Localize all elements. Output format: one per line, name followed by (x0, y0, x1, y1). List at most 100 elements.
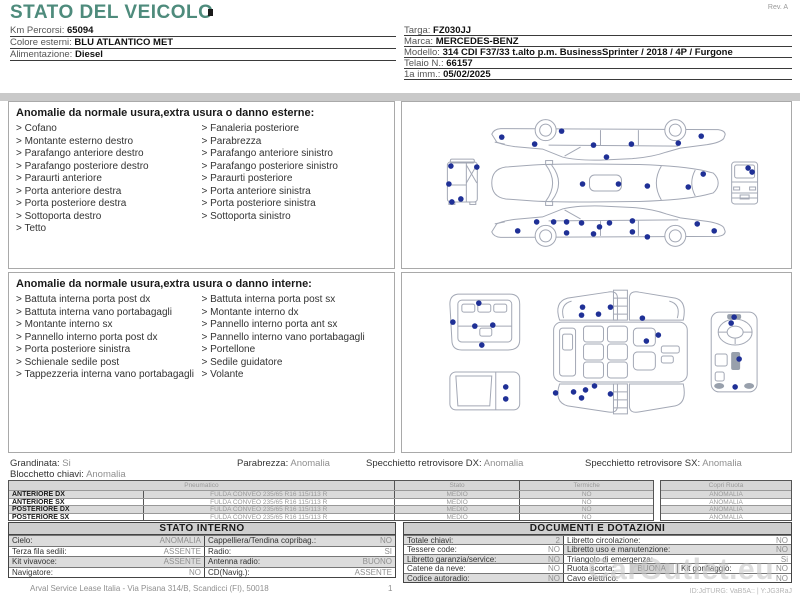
table-cell: Libretto garanzia/service: NO (404, 554, 564, 564)
table-row: Navigatore: NO CD(Navig.): ASSENTE (9, 566, 395, 577)
cell-label: Antenna radio: (208, 557, 261, 566)
dashboard-view (710, 311, 758, 393)
cell-label: Cielo: (12, 536, 33, 545)
anomaly-item: > Parafango posteriore sinistro (201, 160, 338, 172)
info-row-prima-imm: 1a imm.: 05/02/2025 (404, 69, 792, 80)
damage-dot (552, 390, 559, 396)
tire-model: FULDA CONVEO 235/65 R16 115/113 R (142, 498, 394, 505)
status-label: Blocchetto chiavi: (10, 469, 84, 480)
damage-dot (579, 181, 586, 187)
cell-value: NO (776, 573, 788, 582)
damage-dot (446, 181, 452, 187)
anomaly-item: > Volante (201, 369, 244, 380)
anomaly-item: > Montante interno sx (16, 319, 113, 330)
anomaly-item: > Parafango anteriore sinistro (201, 148, 333, 159)
cell-value: NO (776, 536, 788, 545)
damage-dot (685, 184, 692, 190)
table-cell: Radio: SI (205, 547, 395, 557)
anomaly-item: > Tetto (16, 223, 47, 234)
damage-dot (558, 128, 565, 134)
cell-label: Terza fila sedili: (12, 546, 67, 556)
cell-label: Cappelliera/Tendina copribag.: (208, 536, 317, 545)
anomaly-item: > Portellone (201, 344, 256, 355)
cabin-floorplan (553, 289, 688, 415)
info-value: 65094 (67, 25, 94, 36)
damage-dot (563, 219, 570, 225)
tire-model: FULDA CONVEO 235/65 R16 115/113 R (142, 513, 394, 520)
table-cell: Libretto uso e manutenzione: NO (564, 545, 791, 554)
cell-label: Libretto garanzia/service: (407, 554, 497, 564)
status-value: Anomalia (702, 458, 742, 469)
anomaly-item: > Montante esterno destro (16, 135, 134, 147)
anomaly-item: > Montante interno dx (201, 306, 299, 318)
cell-value: NO (380, 536, 392, 545)
tire-position: POSTERIORE SX (12, 513, 70, 520)
anomaly-item: > Porta posteriore sinistra (201, 198, 316, 209)
anomaly-columns: > Cofano > Montante esterno destro > Paraf… (16, 123, 387, 236)
tire-table-header: Pneumatico Stato Termiche (9, 481, 653, 490)
tire-model: FULDA CONVEO 235/65 R16 115/113 R (142, 506, 394, 513)
damage-dot (606, 220, 613, 226)
info-label: Colore esterni: (10, 37, 72, 48)
tire-stato: MEDIO (393, 498, 520, 505)
car-side-view-top (491, 119, 726, 161)
table-row: Terza fila sedili: ASSENTE Radio: SI (9, 545, 395, 557)
anomaly-item: > Cofano (16, 123, 57, 134)
cell-value: Si (780, 554, 788, 564)
info-row-modello: Modello: 314 CDI F37/33 t.alto p.m. Busi… (404, 47, 792, 58)
copri-value: ANOMALIA (709, 498, 743, 505)
col-header-pneumatico: Pneumatico (184, 482, 219, 489)
footer-page-number: 1 (388, 584, 393, 593)
damage-dot (472, 323, 478, 329)
damage-dot (550, 219, 557, 225)
cell-value: NO (189, 567, 201, 577)
copri-row: ANOMALIA (661, 490, 791, 498)
status-blocchetto-chiavi: Blocchetto chiavi: Anomalia (10, 469, 126, 480)
cell-value: NO (548, 564, 560, 573)
anomaly-item: > Pannello interno vano portabagagli (201, 331, 365, 343)
tire-row: ANTERIORE SX FULDA CONVEO 235/65 R16 115… (9, 497, 653, 505)
anomaly-columns: > Battuta interna porta post dx > Battuta… (16, 294, 387, 382)
interior-damage-diagram-panel (401, 272, 792, 453)
damage-dot (732, 384, 738, 390)
table-cell: Triangolo di emergenza: Si (564, 555, 791, 563)
cell-label: Triangolo di emergenza: (567, 554, 653, 564)
table-cell: Antenna radio: BUONO (205, 557, 395, 567)
damage-dot (675, 140, 682, 146)
status-specchietto-dx: Specchietto retrovisore DX: Anomalia (366, 458, 523, 469)
car-side-view-bottom (491, 205, 726, 247)
documenti-dotazioni-table: DOCUMENTI E DOTAZIONI Totale chiavi: 2 L… (403, 522, 792, 583)
info-label: 1a imm.: (404, 69, 441, 80)
status-label: Specchietto retrovisore SX: (585, 458, 701, 469)
table-cell: Kit vivavoce: ASSENTE (9, 557, 205, 567)
cell-value: ASSENTE (163, 557, 201, 566)
anomaly-item: > Pannello interno porta ant sx (201, 319, 338, 330)
copri-value: ANOMALIA (709, 513, 743, 520)
copri-ruota-table: Copri Ruota ANOMALIA ANOMALIA ANOMALIA A… (660, 480, 792, 521)
cell-value: NO (776, 545, 788, 554)
damage-dot (596, 224, 603, 230)
damage-dot (615, 181, 622, 187)
status-specchietto-sx: Specchietto retrovisore SX: Anomalia (585, 458, 742, 469)
anomaly-item: > Parafango anteriore destro (16, 148, 144, 159)
table-cell: Totale chiavi: 2 (404, 536, 564, 545)
status-grandinata: Grandinata: Si (10, 458, 71, 469)
info-label: Km Percorsi: (10, 25, 65, 36)
table-row: Cielo: ANOMALIA Cappelliera/Tendina copr… (9, 535, 395, 546)
cell-label: Catene da neve: (407, 564, 466, 573)
anomaly-item: > Sedile guidatore (201, 356, 283, 368)
status-label: Parabrezza: (237, 458, 289, 469)
cell-value: NO (548, 545, 560, 554)
cell-label: Totale chiavi: (407, 536, 454, 545)
table-cell: Catene da neve: NO (404, 564, 564, 573)
damage-dot (498, 134, 505, 140)
damage-dot (514, 228, 521, 234)
info-value: MERCEDES-BENZ (435, 36, 519, 47)
cell-value: ASSENTE (354, 567, 392, 577)
damage-dot (749, 169, 755, 175)
damage-dot (590, 231, 597, 237)
status-value: Anomalia (290, 458, 330, 469)
cell-value: BUONO (362, 557, 392, 566)
status-parabrezza: Parabrezza: Anomalia (237, 458, 330, 469)
anomaly-item: > Battuta interna vano portabagagli (16, 306, 172, 318)
